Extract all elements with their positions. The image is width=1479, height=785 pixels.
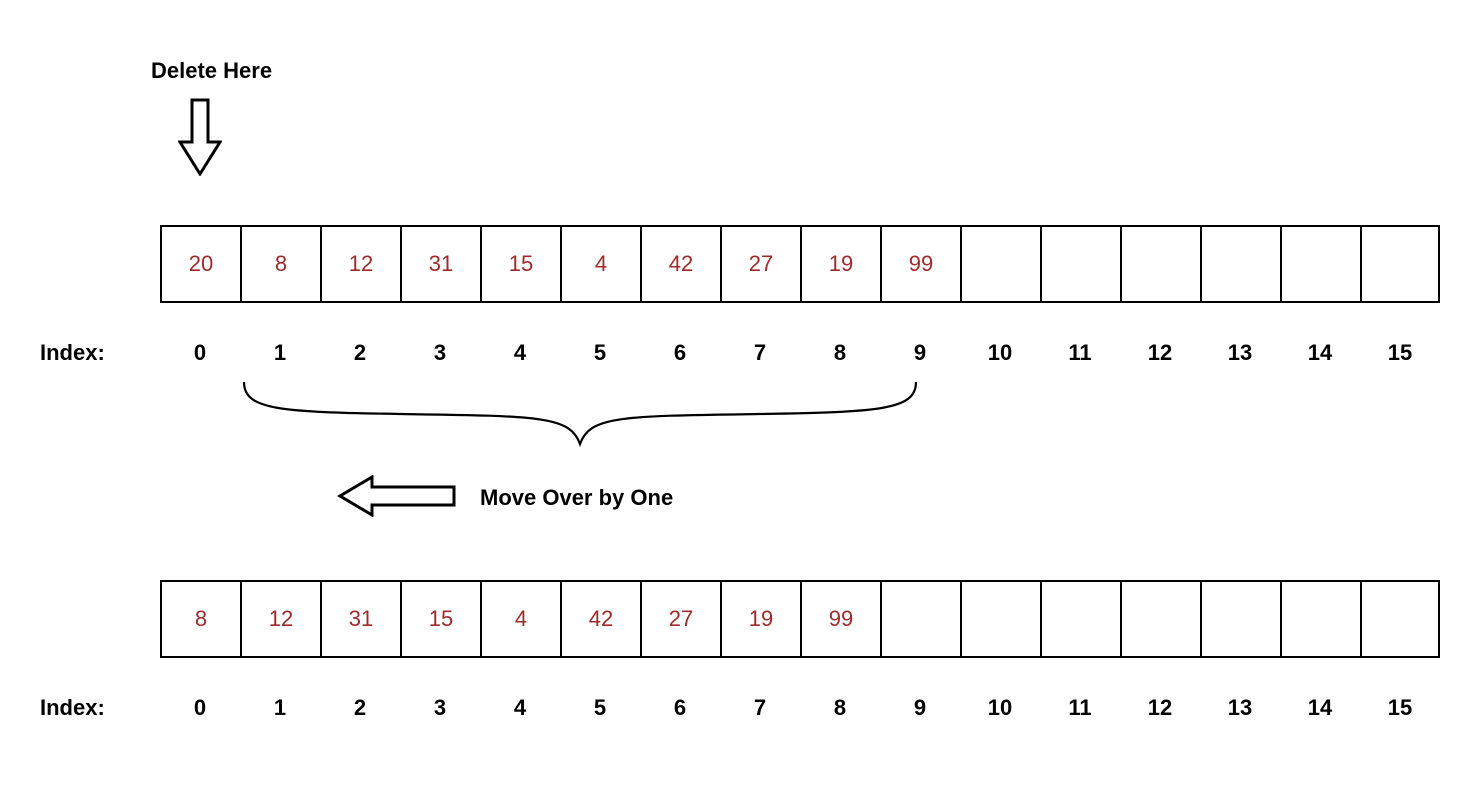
array-cell: 31 [320,580,400,658]
cell-value: 99 [829,606,853,632]
delete-here-label: Delete Here [151,58,272,84]
cell-value: 42 [589,606,613,632]
array-cell: 19 [720,580,800,658]
array-cell: 99 [800,580,880,658]
index-cell: 6 [640,340,720,366]
cell-value: 20 [189,251,213,277]
index-cell: 10 [960,695,1040,721]
array-cell: 15 [400,580,480,658]
index-cell: 14 [1280,695,1360,721]
index-cell: 11 [1040,340,1120,366]
index-cell: 12 [1120,695,1200,721]
index-cell: 1 [240,695,320,721]
index-cell: 4 [480,340,560,366]
index-cell: 9 [880,340,960,366]
index-cell: 15 [1360,340,1440,366]
array-cell: 31 [400,225,480,303]
index-cell: 7 [720,340,800,366]
array-cell: 19 [800,225,880,303]
cell-value: 19 [749,606,773,632]
array-cell: 20 [160,225,240,303]
index-cell: 3 [400,695,480,721]
array-cell [880,580,960,658]
array-cell [960,580,1040,658]
array-cell [1120,225,1200,303]
cell-value: 15 [429,606,453,632]
cell-value: 8 [195,606,207,632]
array-cell: 99 [880,225,960,303]
index-cell: 2 [320,695,400,721]
array-cell [1040,580,1120,658]
cell-value: 8 [275,251,287,277]
left-arrow-icon [336,475,456,517]
index-cell: 14 [1280,340,1360,366]
index-cell: 0 [160,340,240,366]
index-cell: 5 [560,340,640,366]
index-label-2: Index: [40,695,105,721]
index-cell: 10 [960,340,1040,366]
cell-value: 31 [429,251,453,277]
index-label-1: Index: [40,340,105,366]
array-after: 8 12 31 15 4 42 27 19 99 [160,580,1440,658]
array-cell [1280,225,1360,303]
array-before: 20 8 12 31 15 4 42 27 19 99 [160,225,1440,303]
index-cell: 1 [240,340,320,366]
index-cell: 6 [640,695,720,721]
cell-value: 4 [515,606,527,632]
array-cell [1360,580,1440,658]
index-cell: 5 [560,695,640,721]
cell-value: 27 [749,251,773,277]
array-cell: 27 [640,580,720,658]
index-cell: 13 [1200,695,1280,721]
array-cell: 8 [160,580,240,658]
cell-value: 99 [909,251,933,277]
index-cell: 11 [1040,695,1120,721]
array-cell: 4 [480,580,560,658]
index-cell: 3 [400,340,480,366]
array-cell: 42 [640,225,720,303]
cell-value: 12 [349,251,373,277]
index-cell: 12 [1120,340,1200,366]
index-row-after: 0123456789101112131415 [160,695,1440,721]
down-arrow-icon [178,98,222,176]
array-cell [1120,580,1200,658]
move-over-label: Move Over by One [480,485,673,511]
index-cell: 4 [480,695,560,721]
cell-value: 4 [595,251,607,277]
array-cell [1200,225,1280,303]
array-cell [960,225,1040,303]
cell-value: 31 [349,606,373,632]
array-cell: 27 [720,225,800,303]
array-cell: 12 [320,225,400,303]
index-cell: 8 [800,340,880,366]
index-cell: 7 [720,695,800,721]
array-cell: 8 [240,225,320,303]
array-cell [1280,580,1360,658]
cell-value: 12 [269,606,293,632]
cell-value: 42 [669,251,693,277]
array-cell [1200,580,1280,658]
array-cell: 4 [560,225,640,303]
index-cell: 15 [1360,695,1440,721]
curly-brace-icon [240,380,920,448]
cell-value: 19 [829,251,853,277]
index-row-before: 0123456789101112131415 [160,340,1440,366]
cell-value: 15 [509,251,533,277]
index-cell: 8 [800,695,880,721]
index-cell: 9 [880,695,960,721]
array-cell [1040,225,1120,303]
index-cell: 0 [160,695,240,721]
array-cell [1360,225,1440,303]
index-cell: 2 [320,340,400,366]
array-cell: 15 [480,225,560,303]
index-cell: 13 [1200,340,1280,366]
array-cell: 42 [560,580,640,658]
cell-value: 27 [669,606,693,632]
array-cell: 12 [240,580,320,658]
